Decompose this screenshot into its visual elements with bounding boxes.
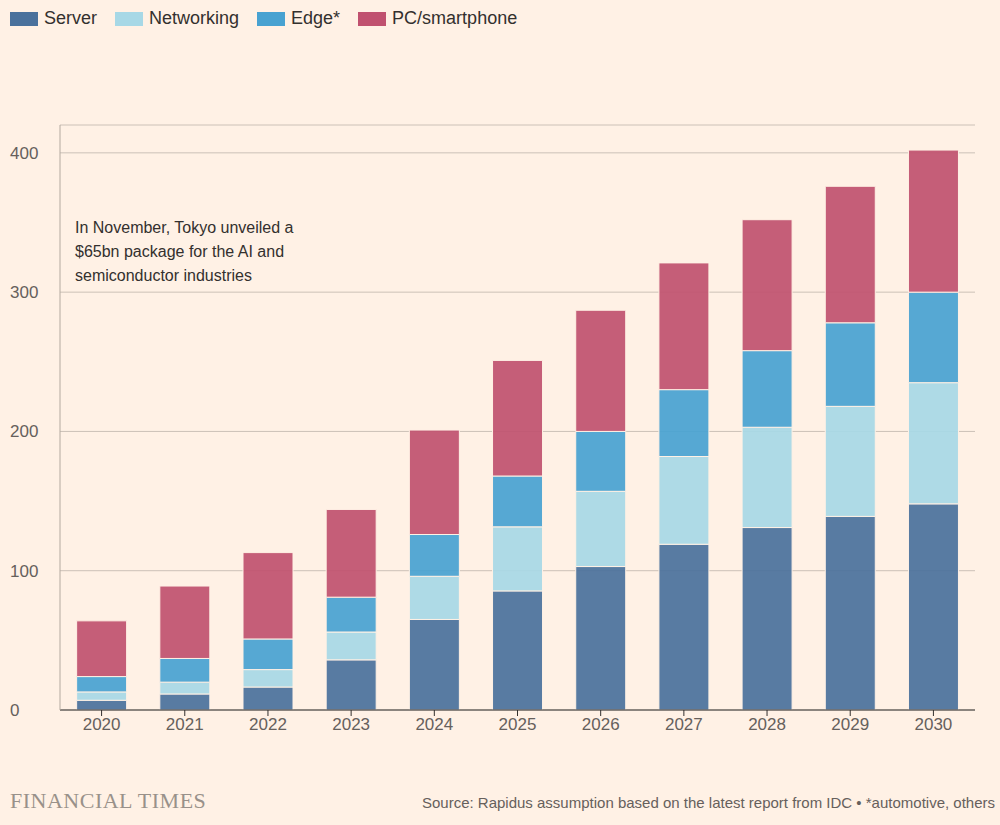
svg-text:100: 100 <box>10 562 38 581</box>
svg-text:2022: 2022 <box>249 715 287 734</box>
svg-text:2028: 2028 <box>748 715 786 734</box>
html-text:Server: Server <box>44 8 97 28</box>
svg-text:2021: 2021 <box>166 715 204 734</box>
html-text:FINANCIAL TIMES: FINANCIAL TIMES <box>10 788 207 813</box>
svg-text:2026: 2026 <box>582 715 620 734</box>
html-text:PC/smartphone: PC/smartphone <box>392 8 518 28</box>
svg-text:300: 300 <box>10 283 38 302</box>
html-text:Networking: Networking <box>149 8 240 28</box>
svg-text:2024: 2024 <box>415 715 453 734</box>
html-text:In November, Tokyo unveiled a: In November, Tokyo unveiled a $65bn pack… <box>75 219 294 284</box>
svg-text:2025: 2025 <box>499 715 537 734</box>
svg-text:2029: 2029 <box>831 715 869 734</box>
svg-text:2027: 2027 <box>665 715 703 734</box>
svg-text:2030: 2030 <box>914 715 952 734</box>
svg-text:400: 400 <box>10 144 38 163</box>
svg-text:2020: 2020 <box>83 715 121 734</box>
svg-text:0: 0 <box>10 701 19 720</box>
html-text:Edge*: Edge* <box>291 8 341 28</box>
html-text:Source: Rapidus assumption bas: Source: Rapidus assumption based on the … <box>422 794 995 811</box>
svg-text:200: 200 <box>10 422 38 441</box>
svg-text:2023: 2023 <box>332 715 370 734</box>
